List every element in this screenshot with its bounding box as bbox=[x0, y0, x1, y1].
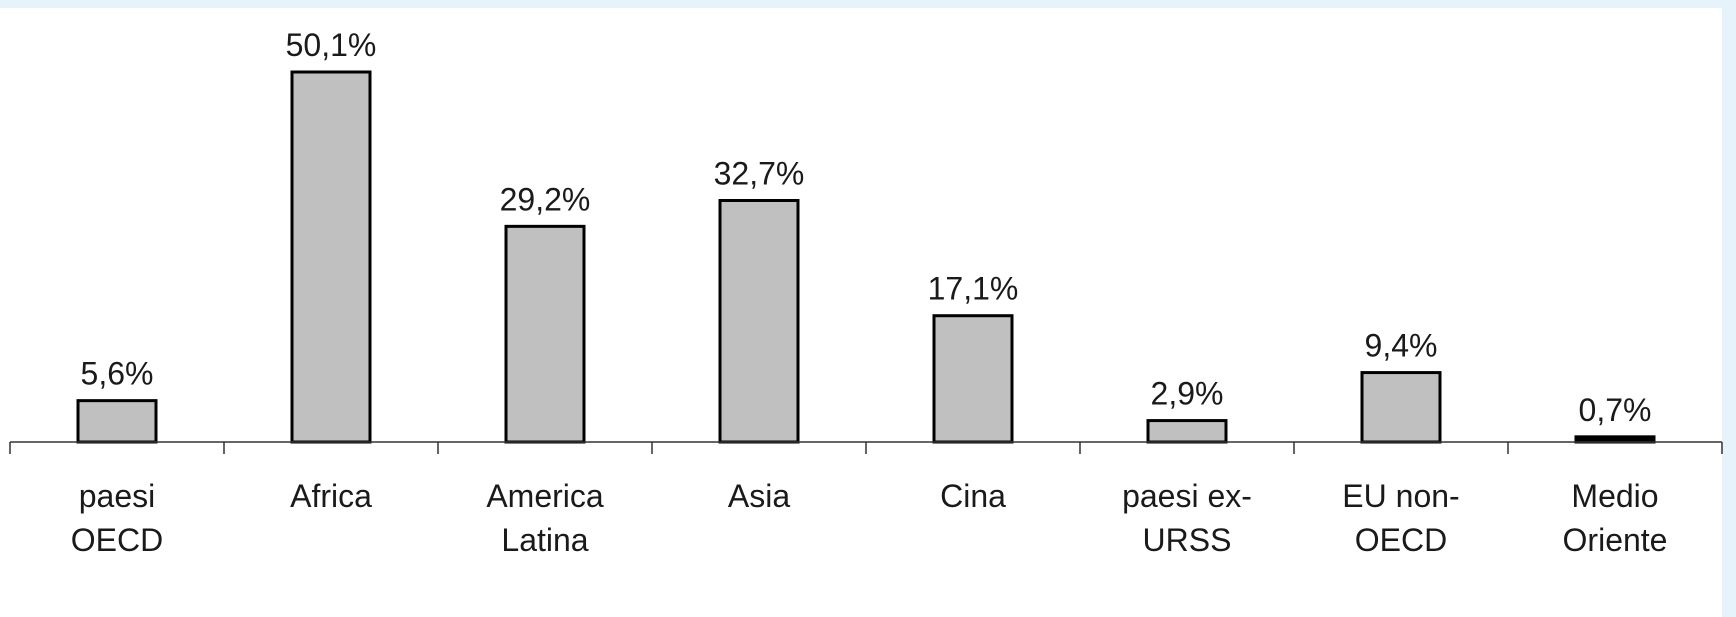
data-label: 32,7% bbox=[714, 156, 805, 192]
category-label-line: OECD bbox=[1355, 522, 1447, 558]
data-label: 50,1% bbox=[286, 27, 377, 63]
data-label: 17,1% bbox=[928, 271, 1019, 307]
category-labels-group: paesi OECD Africa America Latina Asia Cina paes… bbox=[71, 478, 1668, 558]
bar bbox=[1574, 435, 1656, 444]
data-label: 5,6% bbox=[81, 356, 154, 392]
bar bbox=[504, 224, 586, 444]
bar bbox=[76, 399, 158, 444]
right-band bbox=[1722, 0, 1736, 617]
category-label: paesi OECD bbox=[71, 478, 163, 558]
category-label-line: America bbox=[486, 478, 604, 514]
value-labels-group: 5,6% 50,1% 29,2% 32,7% 17,1% 2,9% 9,4% 0,7% bbox=[81, 27, 1652, 428]
category-label: EU non- OECD bbox=[1342, 478, 1459, 558]
category-label-line: URSS bbox=[1143, 522, 1232, 558]
data-label: 2,9% bbox=[1151, 376, 1224, 412]
category-label-line: Asia bbox=[728, 478, 790, 514]
category-label-line: EU non- bbox=[1342, 478, 1459, 514]
x-axis-ticks bbox=[9, 442, 1723, 454]
data-label: 0,7% bbox=[1579, 392, 1652, 428]
category-label: Medio Oriente bbox=[1563, 478, 1668, 558]
bar bbox=[718, 199, 800, 444]
category-label: paesi ex- URSS bbox=[1122, 478, 1252, 558]
category-label-line: Medio bbox=[1571, 478, 1658, 514]
category-label: Asia bbox=[728, 478, 790, 514]
category-label: Africa bbox=[290, 478, 372, 514]
bar bbox=[1360, 371, 1442, 444]
category-label-line: Africa bbox=[290, 478, 372, 514]
category-label: Cina bbox=[940, 478, 1006, 514]
category-label: America Latina bbox=[486, 478, 604, 558]
bar bbox=[932, 314, 1014, 444]
top-band bbox=[0, 0, 1736, 8]
category-label-line: Latina bbox=[501, 522, 588, 558]
category-label-line: paesi bbox=[79, 478, 156, 514]
bar bbox=[290, 70, 372, 444]
category-label-line: OECD bbox=[71, 522, 163, 558]
data-label: 29,2% bbox=[500, 181, 591, 217]
category-label-line: paesi ex- bbox=[1122, 478, 1252, 514]
bar bbox=[1146, 419, 1228, 444]
bars-group bbox=[76, 70, 1656, 444]
category-label-line: Cina bbox=[940, 478, 1006, 514]
data-label: 9,4% bbox=[1365, 328, 1438, 364]
category-label-line: Oriente bbox=[1563, 522, 1668, 558]
